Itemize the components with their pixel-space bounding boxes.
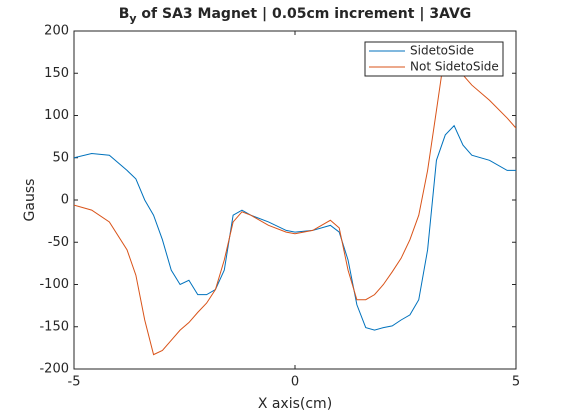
y-tick-label: 50 (52, 150, 69, 165)
y-tick-label: 200 (44, 24, 69, 39)
y-tick-label: -200 (39, 362, 69, 377)
y-tick-label: 150 (44, 66, 69, 81)
title-subscript: y (129, 12, 136, 25)
series-line (74, 48, 516, 356)
y-tick-label: 100 (44, 108, 69, 123)
series-line (74, 124, 516, 331)
plot-area (73, 30, 517, 370)
y-axis-label: Gauss (22, 179, 38, 222)
legend-label: Not SidetoSide (410, 60, 499, 74)
x-axis-label: X axis(cm) (258, 396, 332, 412)
chart-title: By of SA3 Magnet | 0.05cm increment | 3A… (119, 6, 472, 25)
x-tick-label: 0 (291, 375, 299, 390)
legend-box (364, 41, 504, 77)
x-tick-label: -5 (68, 375, 81, 390)
title-rest: of SA3 Magnet | 0.05cm increment | 3AVG (137, 6, 472, 22)
title-base: B (119, 6, 130, 22)
y-tick-label: -100 (39, 277, 69, 292)
y-tick-label: -50 (48, 235, 69, 250)
y-tick-label: 0 (61, 193, 69, 208)
legend-label: SidetoSide (410, 44, 474, 58)
x-tick-label: 5 (512, 375, 520, 390)
y-tick-label: -150 (39, 319, 69, 334)
